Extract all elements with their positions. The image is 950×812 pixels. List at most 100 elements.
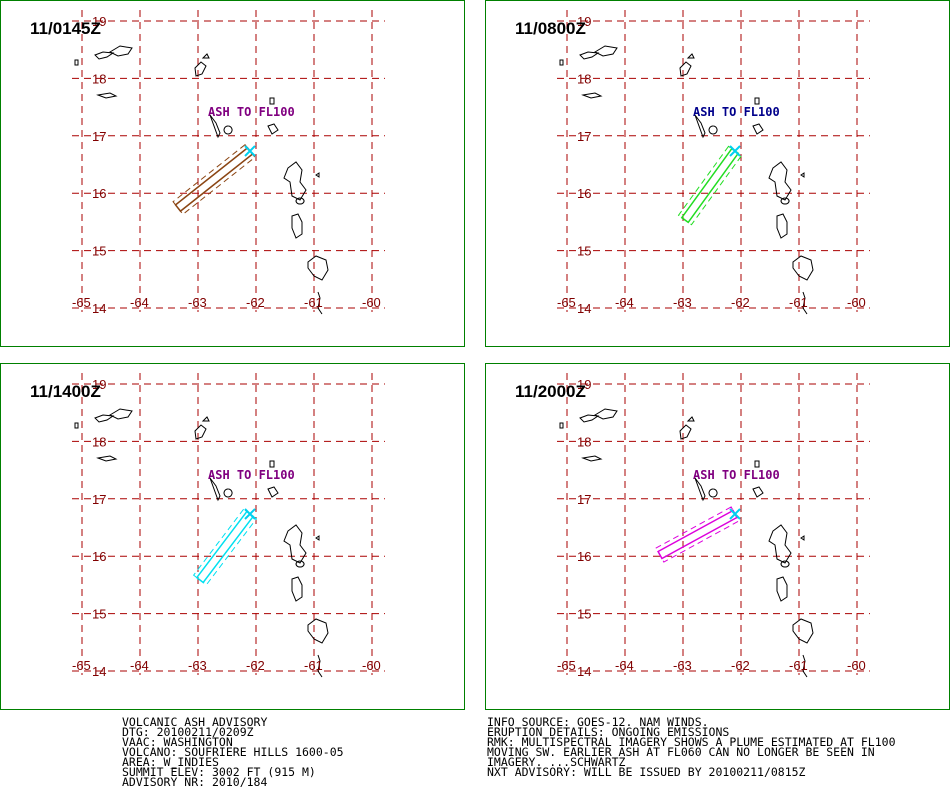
lon-label: -60 — [847, 658, 866, 673]
ash-plume-outline — [192, 508, 258, 586]
lat-label: 17 — [577, 129, 591, 144]
island — [201, 53, 210, 59]
lat-label: 16 — [92, 549, 106, 564]
lon-label: -64 — [130, 295, 149, 310]
island — [94, 414, 115, 423]
island — [96, 92, 118, 99]
ash-annotation: ASH TO FL100 — [208, 468, 295, 482]
advisory-line: MOVING SW. EARLIER ASH AT FL060 CAN NO L… — [487, 745, 875, 759]
lon-label: -64 — [615, 295, 634, 310]
island — [593, 408, 618, 420]
lat-label: 18 — [577, 434, 591, 449]
island — [754, 460, 760, 468]
island — [223, 488, 233, 498]
island — [768, 161, 792, 201]
island — [686, 416, 695, 422]
island — [209, 477, 221, 502]
island — [267, 486, 279, 498]
island — [291, 576, 303, 602]
advisory-line: IMAGERY. ...SCHWARTZ — [487, 755, 626, 769]
lat-label: 14 — [92, 664, 106, 679]
island — [223, 125, 233, 135]
volcano-marker — [244, 508, 256, 520]
island — [559, 422, 564, 429]
lat-label: 15 — [92, 607, 106, 622]
island — [295, 560, 305, 568]
lon-label: -61 — [304, 658, 323, 673]
advisory-line: VAAC: WASHINGTON — [122, 735, 233, 749]
lat-label: 18 — [92, 434, 106, 449]
lat-label: 17 — [92, 129, 106, 144]
panel-border — [0, 0, 465, 347]
island — [283, 161, 307, 201]
lon-label: -61 — [789, 295, 808, 310]
lat-label: 16 — [577, 186, 591, 201]
island — [686, 53, 695, 59]
map-panel: 19 18 17 16 15 14-65 -64 -63 -62 -61 -60 11/1400Z AS… — [0, 363, 465, 710]
island — [108, 408, 133, 420]
lat-label: 19 — [577, 14, 591, 29]
ash-annotation: ASH TO FL100 — [693, 468, 780, 482]
map-panel: 19 18 17 16 15 14-65 -64 -63 -62 -61 -60 11/0800Z AS… — [485, 0, 950, 347]
lon-label: -62 — [246, 295, 265, 310]
lon-label: -61 — [304, 295, 323, 310]
lat-label: 18 — [577, 71, 591, 86]
island — [581, 455, 603, 462]
island — [295, 197, 305, 205]
lon-label: -60 — [362, 658, 381, 673]
lat-label: 19 — [92, 14, 106, 29]
lat-label: 14 — [577, 301, 591, 316]
island — [74, 422, 79, 429]
lat-label: 18 — [92, 71, 106, 86]
lat-label: 17 — [92, 492, 106, 507]
island — [315, 535, 320, 541]
lon-label: -65 — [557, 295, 576, 310]
island — [694, 477, 706, 502]
panel-time: 11/1400Z — [30, 382, 101, 401]
lon-label: -63 — [673, 295, 692, 310]
panel-border — [485, 363, 950, 710]
map-panel: 19 18 17 16 15 14-65 -64 -63 -62 -61 -60 11/0145Z AS… — [0, 0, 465, 347]
ash-plume — [174, 146, 254, 213]
lat-label: 15 — [577, 607, 591, 622]
island — [754, 97, 760, 105]
panel-border — [485, 0, 950, 347]
island — [581, 92, 603, 99]
lon-label: -62 — [731, 295, 750, 310]
panel-time: 11/0145Z — [30, 19, 101, 38]
island — [802, 291, 808, 315]
ash-plume-outline — [677, 145, 743, 226]
island — [694, 114, 706, 139]
island — [317, 654, 323, 678]
island — [579, 414, 600, 423]
lat-label: 17 — [577, 492, 591, 507]
island — [74, 59, 79, 66]
advisory-line: DTG: 20100211/0209Z — [122, 725, 254, 739]
volcano-marker — [244, 145, 256, 157]
lon-label: -63 — [673, 658, 692, 673]
ash-plume — [195, 510, 255, 584]
map-panel: 19 18 17 16 15 14-65 -64 -63 -62 -61 -60 11/2000Z AS… — [485, 363, 950, 710]
volcano-marker — [729, 508, 741, 520]
island — [752, 123, 764, 135]
advisory-line: NXT ADVISORY: WILL BE ISSUED BY 20100211… — [487, 765, 806, 779]
lon-label: -63 — [188, 295, 207, 310]
ash-plume-outline — [655, 506, 740, 563]
island — [194, 61, 207, 77]
lon-label: -61 — [789, 658, 808, 673]
ash-plume-outline — [172, 144, 256, 215]
ash-plume — [680, 147, 740, 224]
island — [792, 255, 814, 281]
island — [317, 291, 323, 315]
lon-label: -64 — [130, 658, 149, 673]
island — [283, 524, 307, 564]
island — [269, 460, 275, 468]
island — [679, 61, 692, 77]
lon-label: -65 — [72, 658, 91, 673]
advisory-line: SUMMIT ELEV: 3002 FT (915 M) — [122, 765, 316, 779]
lat-label: 16 — [92, 186, 106, 201]
advisory-line: VOLCANO: SOUFRIERE HILLS 1600-05 — [122, 745, 344, 759]
advisory-line: INFO SOURCE: GOES-12. NAM WINDS. — [487, 715, 709, 729]
island — [269, 97, 275, 105]
island — [209, 114, 221, 139]
